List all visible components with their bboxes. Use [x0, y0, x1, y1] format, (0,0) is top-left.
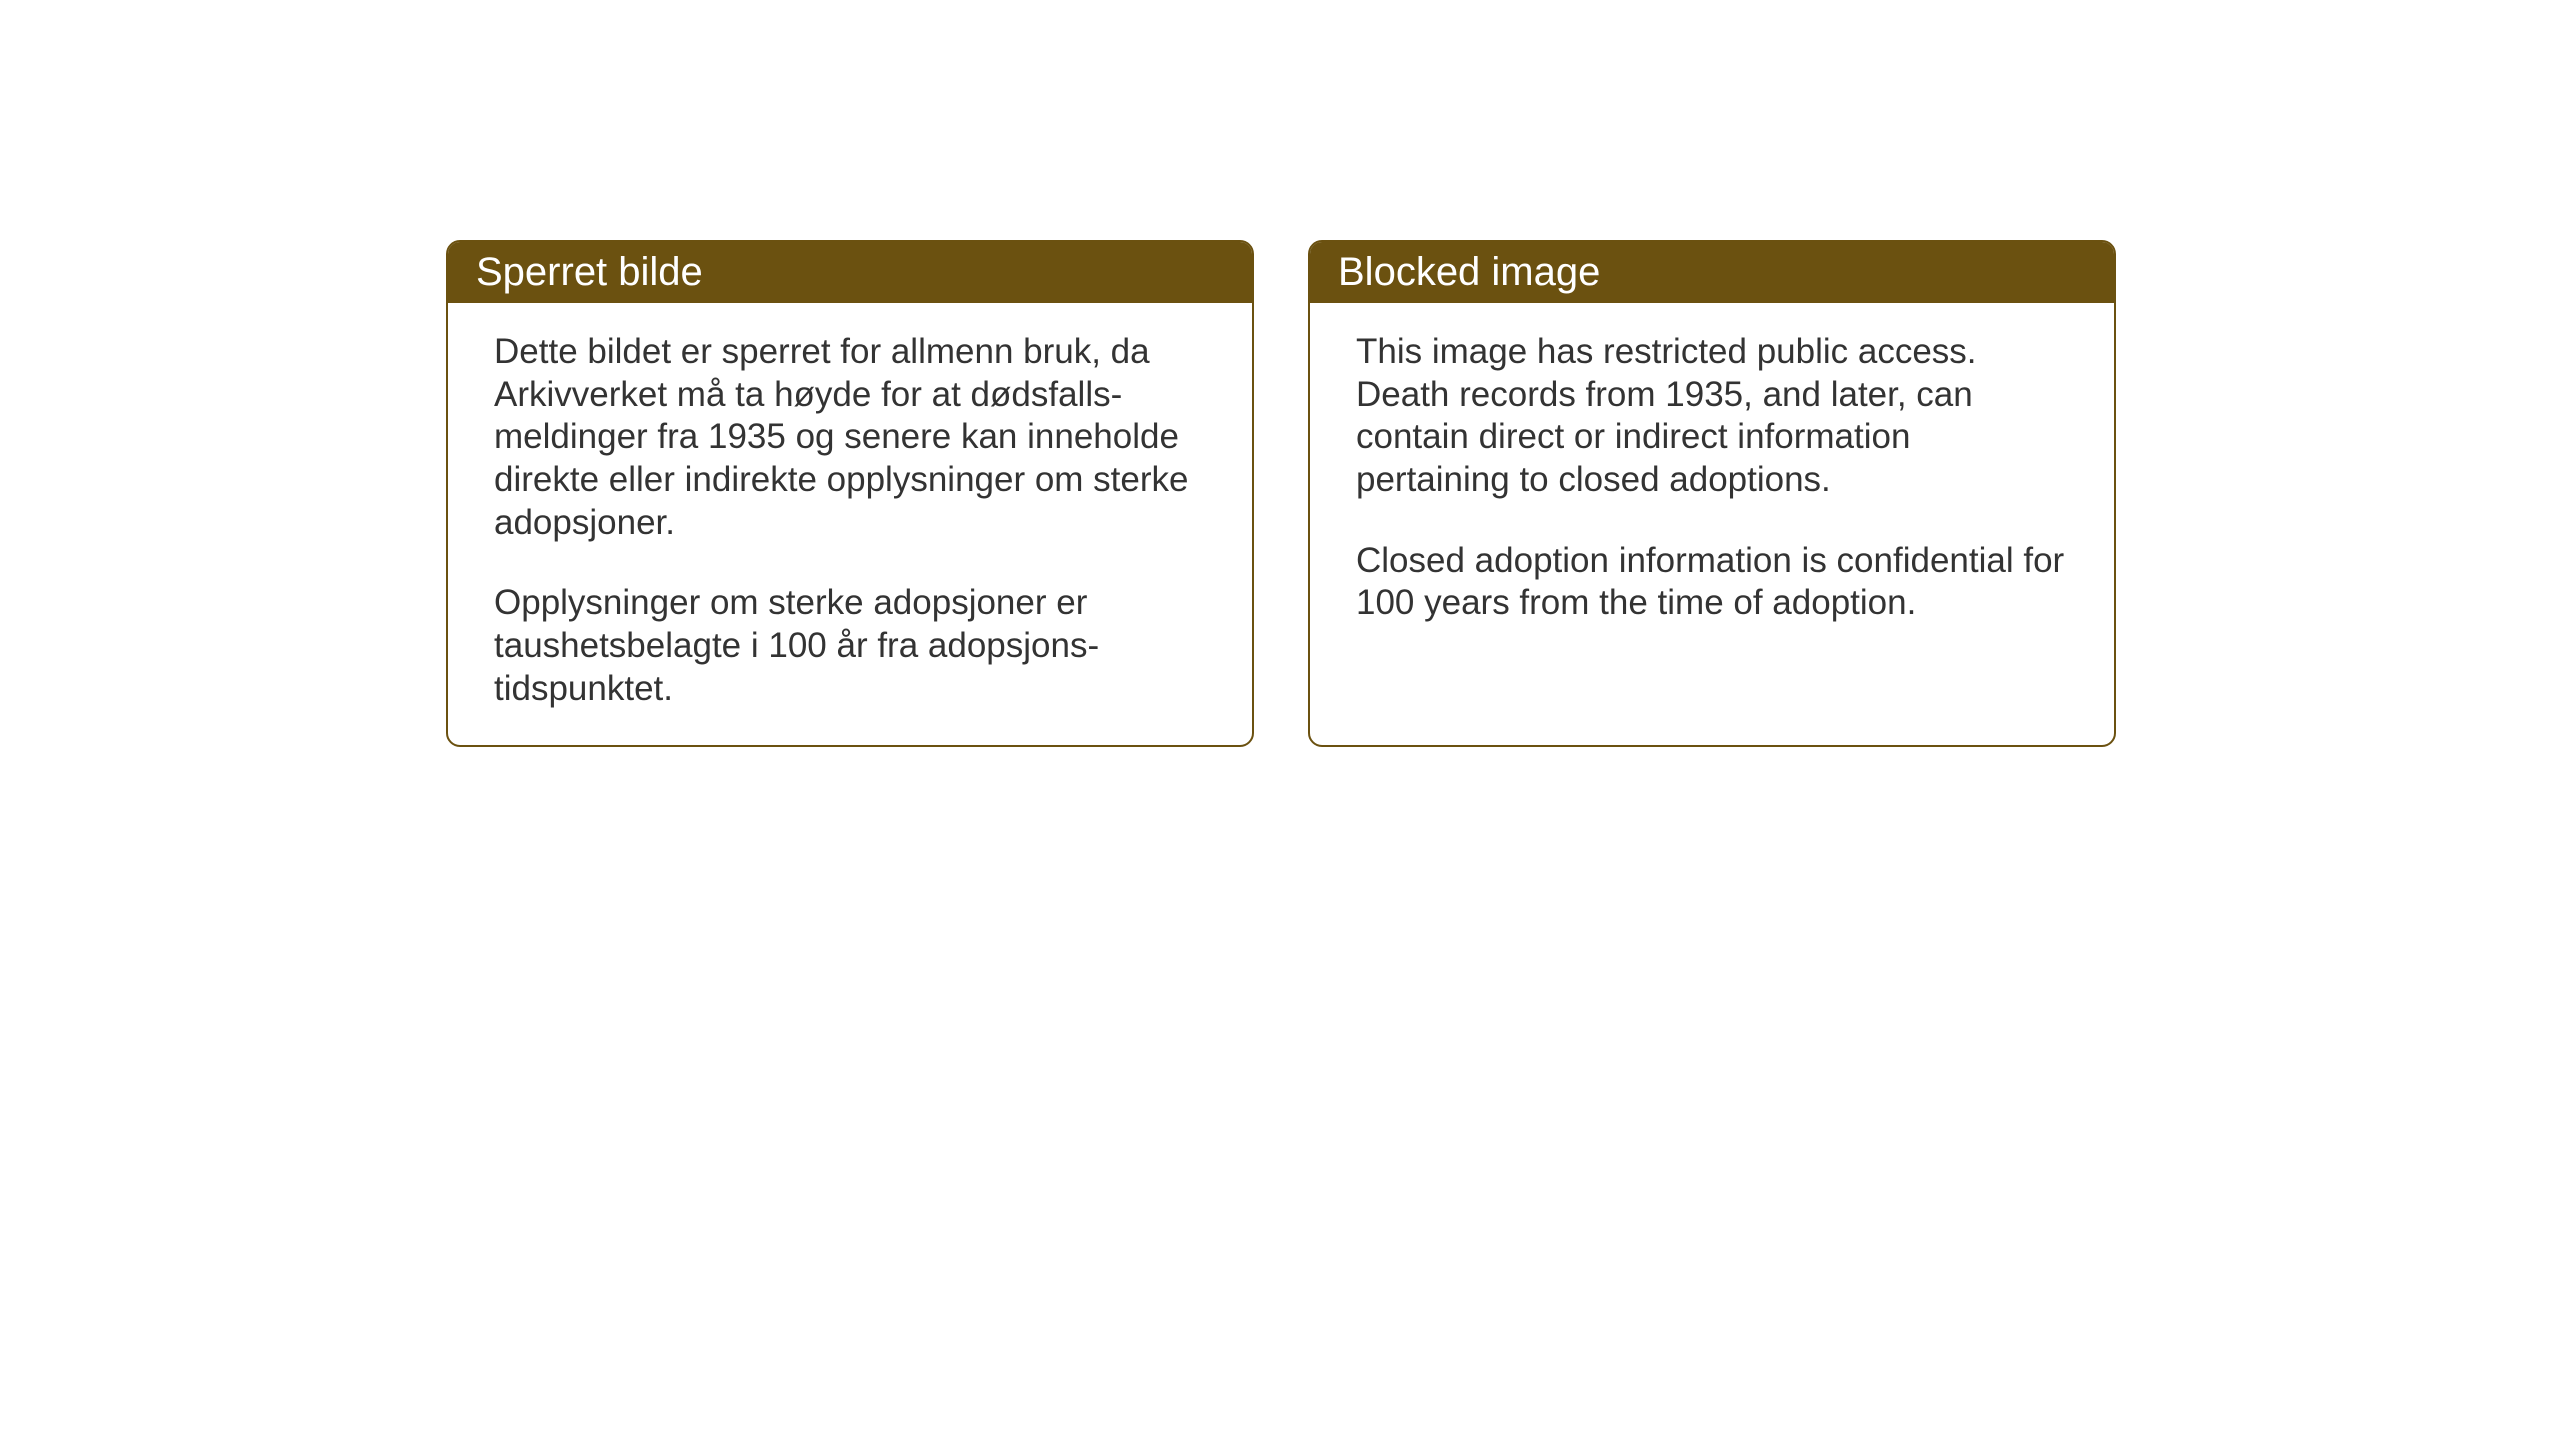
- notice-card-norwegian: Sperret bilde Dette bildet er sperret fo…: [446, 240, 1254, 747]
- card-paragraph: Dette bildet er sperret for allmenn bruk…: [494, 331, 1206, 544]
- notice-cards-container: Sperret bilde Dette bildet er sperret fo…: [446, 240, 2116, 747]
- card-header-norwegian: Sperret bilde: [448, 242, 1252, 303]
- card-paragraph: Closed adoption information is confident…: [1356, 540, 2068, 625]
- card-header-english: Blocked image: [1310, 242, 2114, 303]
- notice-card-english: Blocked image This image has restricted …: [1308, 240, 2116, 747]
- card-body-english: This image has restricted public access.…: [1310, 303, 2114, 701]
- card-body-norwegian: Dette bildet er sperret for allmenn bruk…: [448, 303, 1252, 745]
- card-paragraph: Opplysninger om sterke adopsjoner er tau…: [494, 582, 1206, 710]
- card-paragraph: This image has restricted public access.…: [1356, 331, 2068, 502]
